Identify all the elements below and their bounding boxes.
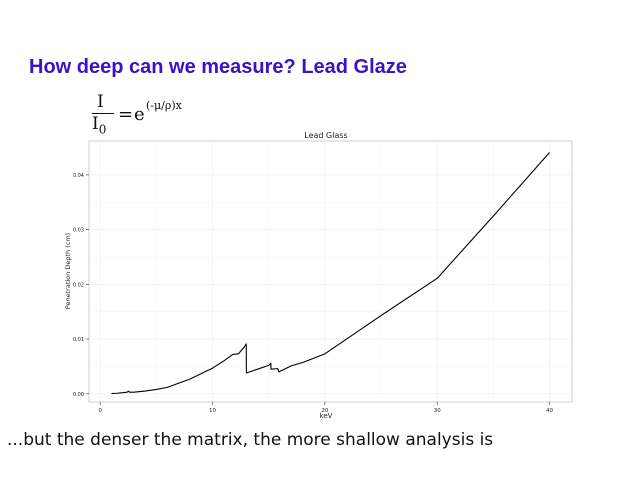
formula-denominator: I0 [92,114,106,136]
y-axis-label: Penetration Depth (cm) [64,233,72,309]
x-axis: 0 10 20 30 40 [98,402,554,414]
x-tick-label: 20 [321,408,328,414]
fraction-bar [92,113,114,114]
x-tick-label: 40 [546,408,553,414]
formula-exponent: (-μ/ρ)x [146,99,182,112]
y-axis: 0.00 0.01 0.02 0.03 0.04 [73,173,89,398]
series-line [111,152,550,395]
slide-caption: ...but the denser the matrix, the more s… [7,430,494,450]
y-tick-label: 0.03 [73,228,84,234]
y-tick-label: 0.04 [73,173,84,179]
chart-title: Lead Glass [304,131,347,140]
formula-base: e [134,104,145,125]
y-tick-label: 0.00 [73,392,84,398]
y-tick-label: 0.02 [73,282,84,288]
attenuation-formula: I I0 = e (-μ/ρ)x [92,92,242,142]
formula-denominator-subscript: 0 [98,122,107,137]
grid-lines [89,141,572,402]
formula-equals: = [118,104,134,125]
x-tick-label: 0 [98,408,102,414]
formula-denominator-base: I [92,114,99,134]
x-tick-label: 10 [209,408,216,414]
x-tick-label: 30 [434,408,441,414]
x-axis-label: keV [320,412,333,420]
formula-numerator: I [97,92,104,112]
slide-title: How deep can we measure? Lead Glaze [29,56,407,78]
y-tick-label: 0.01 [73,337,84,343]
plot-panel [88,140,573,403]
